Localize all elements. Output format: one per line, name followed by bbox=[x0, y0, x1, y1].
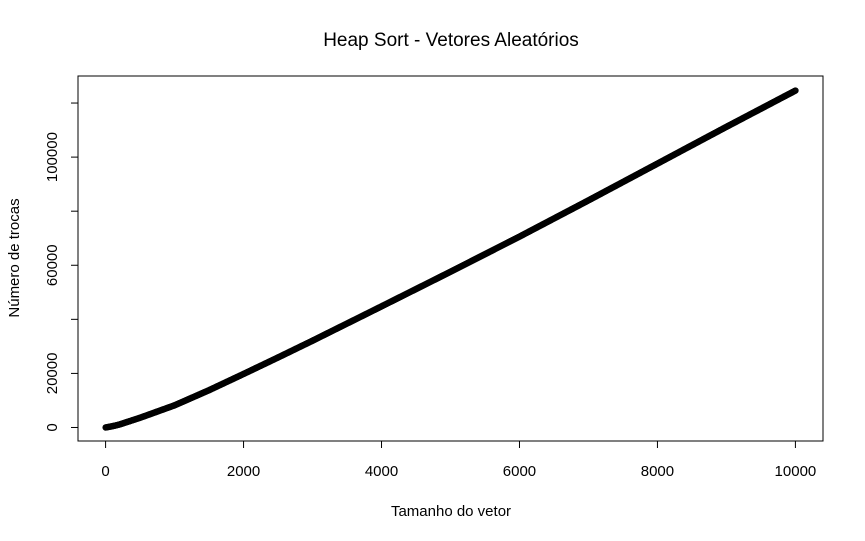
x-tick-label: 10000 bbox=[775, 463, 817, 480]
y-tick-label: 0 bbox=[44, 423, 61, 431]
y-tick-label: 20000 bbox=[44, 353, 61, 395]
x-tick-label: 0 bbox=[101, 463, 109, 480]
data-points bbox=[102, 87, 799, 431]
y-tick-label: 60000 bbox=[44, 244, 61, 286]
y-tick-label: 100000 bbox=[44, 132, 61, 182]
chart-title: Heap Sort - Vetores Aleatórios bbox=[323, 30, 579, 51]
y-axis-label: Número de trocas bbox=[6, 198, 23, 317]
plot-frame bbox=[77, 75, 824, 442]
x-tick-label: 4000 bbox=[365, 463, 398, 480]
x-axis: 0 2000 4000 6000 8000 10000 bbox=[101, 440, 817, 480]
x-tick-label: 8000 bbox=[641, 463, 674, 480]
y-axis: 0 20000 60000 100000 bbox=[44, 102, 79, 432]
x-axis-label: Tamanho do vetor bbox=[391, 503, 511, 520]
x-tick-label: 6000 bbox=[503, 463, 536, 480]
data-point bbox=[792, 87, 799, 94]
x-tick-label: 2000 bbox=[227, 463, 260, 480]
